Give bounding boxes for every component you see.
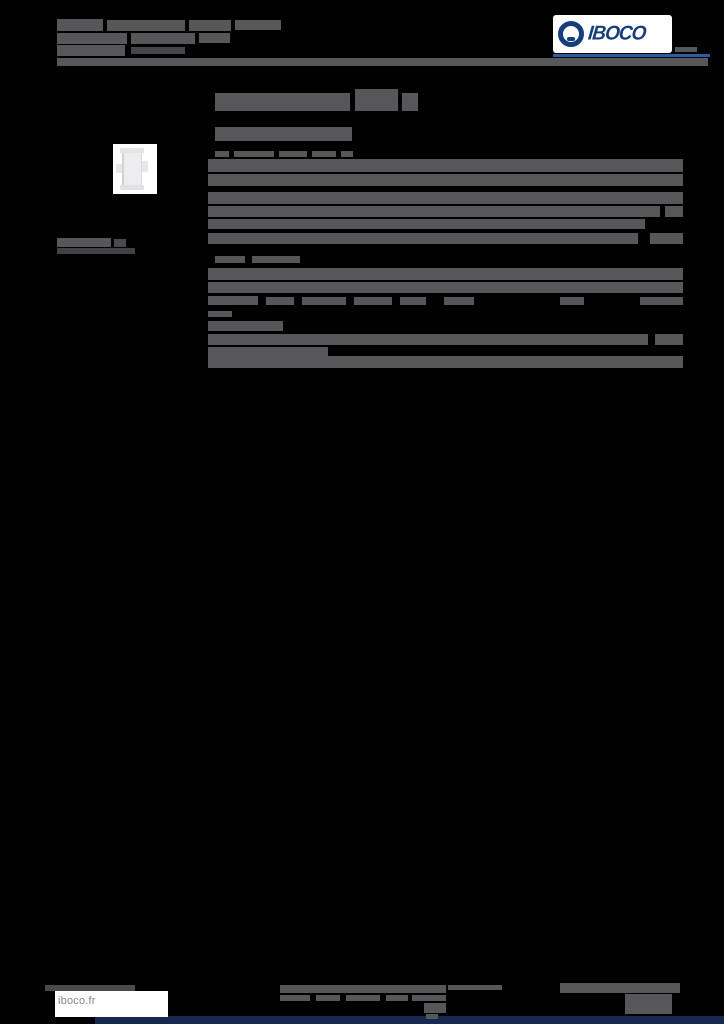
redacted-text-bar (341, 151, 353, 157)
logo-wordmark: IBOCO (586, 22, 647, 45)
redacted-text-bar (114, 239, 126, 247)
redacted-text-bar (354, 297, 392, 305)
redacted-text-bar (346, 995, 380, 1001)
redacted-text-bar (208, 321, 283, 331)
redacted-text-bar (95, 1016, 724, 1024)
redacted-text-bar (426, 1014, 438, 1019)
redacted-text-bar (215, 256, 245, 263)
logo-ring-notch (567, 37, 575, 41)
redacted-text-bar (208, 356, 683, 368)
redacted-text-bar (316, 995, 340, 1001)
logo-ring-icon (558, 21, 584, 47)
product-endcap-bottom-flange (120, 185, 144, 190)
redacted-text-bar (280, 985, 446, 993)
redacted-text-bar (266, 297, 294, 305)
redacted-text-bar (553, 54, 710, 57)
redacted-text-bar (252, 256, 300, 263)
footer-website-box: iboco.fr (55, 991, 168, 1017)
redacted-text-bar (208, 174, 683, 186)
redacted-text-bar (199, 33, 230, 43)
redacted-text-bar (57, 248, 135, 254)
redacted-text-bar (208, 311, 232, 317)
redacted-text-bar (448, 985, 502, 990)
product-thumbnail (113, 144, 157, 194)
product-endcap-body (122, 149, 142, 189)
redacted-text-bar (208, 268, 683, 280)
iboco-logo: IBOCO (553, 15, 672, 53)
redacted-text-bar (57, 238, 111, 247)
product-photo-endcap-icon (113, 144, 157, 194)
redacted-text-bar (640, 297, 683, 305)
redacted-text-bar (402, 93, 418, 111)
redacted-text-bar (208, 159, 683, 172)
redacted-text-bar (215, 151, 229, 157)
redacted-text-bar (208, 347, 328, 357)
redacted-text-bar (312, 151, 336, 157)
redacted-text-bar (280, 995, 310, 1001)
redacted-text-bar (208, 282, 683, 293)
redacted-text-bar (215, 127, 352, 141)
redacted-text-bar (208, 219, 645, 229)
redacted-text-bar (234, 151, 274, 157)
footer-website-label: iboco.fr (58, 995, 96, 1007)
redacted-text-bar (57, 58, 708, 66)
redacted-text-bar (560, 297, 584, 305)
redacted-text-bar (208, 334, 648, 345)
redacted-text-bar (57, 45, 125, 56)
redacted-text-bar (131, 33, 195, 44)
redacted-text-bar (655, 334, 683, 345)
redacted-text-bar (208, 296, 258, 305)
redacted-text-bar (279, 151, 307, 157)
redacted-text-bar (131, 47, 185, 54)
redacted-text-bar (215, 93, 350, 111)
redacted-text-bar (675, 47, 697, 52)
redacted-text-bar (665, 206, 683, 217)
redacted-text-bar (355, 89, 398, 111)
redacted-text-bar (302, 297, 346, 305)
product-endcap-top-flange (120, 148, 144, 153)
redacted-text-bar (208, 233, 638, 244)
redacted-text-bar (208, 206, 660, 217)
redacted-text-bar (444, 297, 474, 305)
redacted-text-bar (386, 995, 408, 1001)
redacted-text-bar (235, 20, 281, 30)
redacted-text-bar (107, 20, 185, 31)
redacted-text-bar (560, 983, 680, 993)
product-endcap-right-tab (142, 161, 148, 172)
redacted-text-bar (625, 994, 672, 1014)
redacted-text-bar (424, 1003, 446, 1013)
redacted-text-bar (57, 33, 127, 44)
redacted-text-bar (189, 20, 231, 31)
redacted-text-bar (208, 192, 683, 204)
redacted-text-bar (650, 233, 683, 244)
redacted-text-bar (400, 297, 426, 305)
product-endcap-left-tab (116, 164, 122, 173)
redacted-text-bar (412, 995, 446, 1001)
redacted-text-bar (57, 19, 103, 31)
